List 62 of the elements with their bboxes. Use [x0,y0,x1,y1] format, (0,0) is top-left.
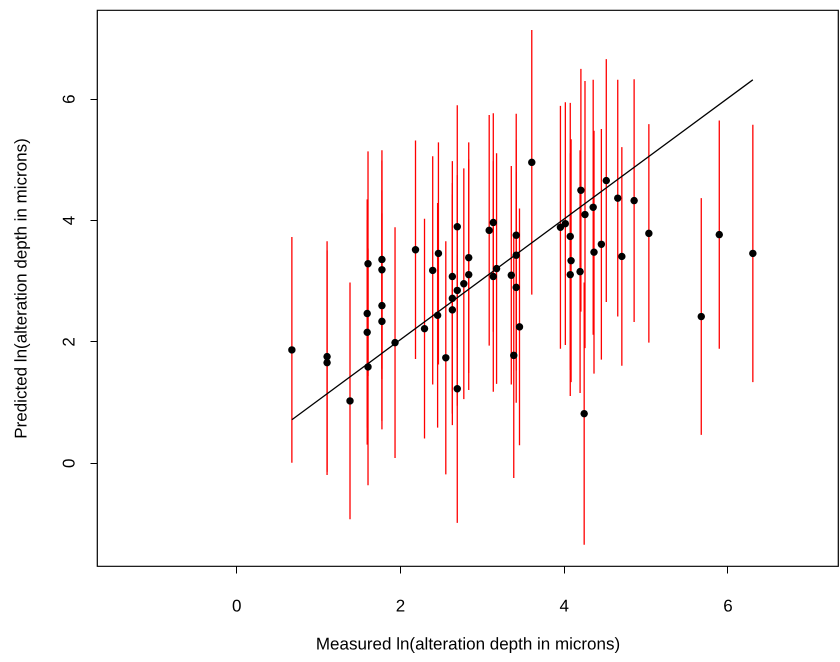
point [465,254,472,262]
point [378,318,386,326]
point [460,280,468,288]
point [465,270,472,278]
y-tick-label: 6 [60,94,78,104]
point [512,231,520,239]
x-tick-label: 6 [723,596,733,616]
point [556,224,564,231]
point [454,385,461,392]
point [442,354,450,362]
x-axis-title: Measured ln(alteration depth in microns) [316,634,620,654]
y-axis-title: Predicted ln(alteration depth in microns) [12,138,30,439]
point [576,268,584,276]
point [562,220,570,228]
point [630,196,638,204]
point [512,284,520,292]
point [454,286,461,294]
point [581,210,589,218]
y-tick-label: 0 [60,458,78,468]
point [428,266,436,274]
point [598,240,606,248]
point [363,328,371,336]
point [363,310,371,318]
y-tick-label: 2 [60,337,78,347]
point [364,260,372,268]
point [698,312,705,320]
point [516,323,524,331]
point [448,272,456,280]
point [614,194,622,202]
point [323,358,331,366]
point [378,266,386,274]
point [508,272,516,279]
x-tick-label: 4 [559,596,569,616]
point [412,246,420,254]
point [378,256,386,264]
point [454,222,461,230]
point [448,306,456,314]
point [580,410,588,418]
point [645,230,653,238]
point [510,352,518,360]
x-tick-label: 0 [232,596,242,616]
point [618,252,626,260]
point [288,346,296,354]
point [566,232,574,240]
point [577,186,585,194]
point [485,226,493,234]
y-tick-label: 4 [60,216,78,226]
point [589,204,597,211]
point [566,270,574,278]
point [378,302,386,310]
point [420,324,428,332]
point [490,272,497,280]
point [602,176,610,184]
point [346,397,354,405]
point [590,248,598,256]
point [490,218,497,226]
point [749,250,757,258]
x-tick-label: 2 [396,596,406,616]
point [434,250,442,258]
point [528,158,536,166]
point [716,230,723,238]
point [567,256,575,264]
